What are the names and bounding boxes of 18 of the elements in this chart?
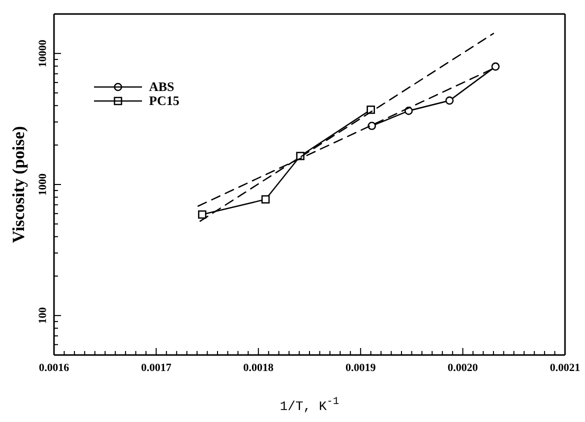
y-tick-label: 100	[37, 306, 49, 324]
y-axis-title: Viscosity (poise)	[9, 126, 28, 243]
x-tick-label: 0.0020	[448, 362, 478, 374]
y-tick-label: 1000	[37, 173, 49, 196]
point	[261, 195, 270, 204]
point	[445, 96, 454, 105]
legend-label: ABS	[149, 79, 174, 94]
x-tick-label: 0.0019	[345, 362, 376, 374]
x-tick-label: 0.0017	[141, 362, 172, 374]
x-tick-label: 0.0016	[38, 362, 70, 374]
x-axis-title: 1/T, K$^{-1}$	[280, 396, 340, 414]
x-tick-label: 0.0018	[243, 362, 274, 374]
point	[198, 210, 206, 219]
x-tick-label: 0.0021	[550, 362, 580, 374]
point	[368, 122, 376, 130]
point	[491, 62, 500, 71]
legend-label: PC15	[149, 93, 180, 108]
y-tick-label: 10000	[37, 39, 49, 68]
